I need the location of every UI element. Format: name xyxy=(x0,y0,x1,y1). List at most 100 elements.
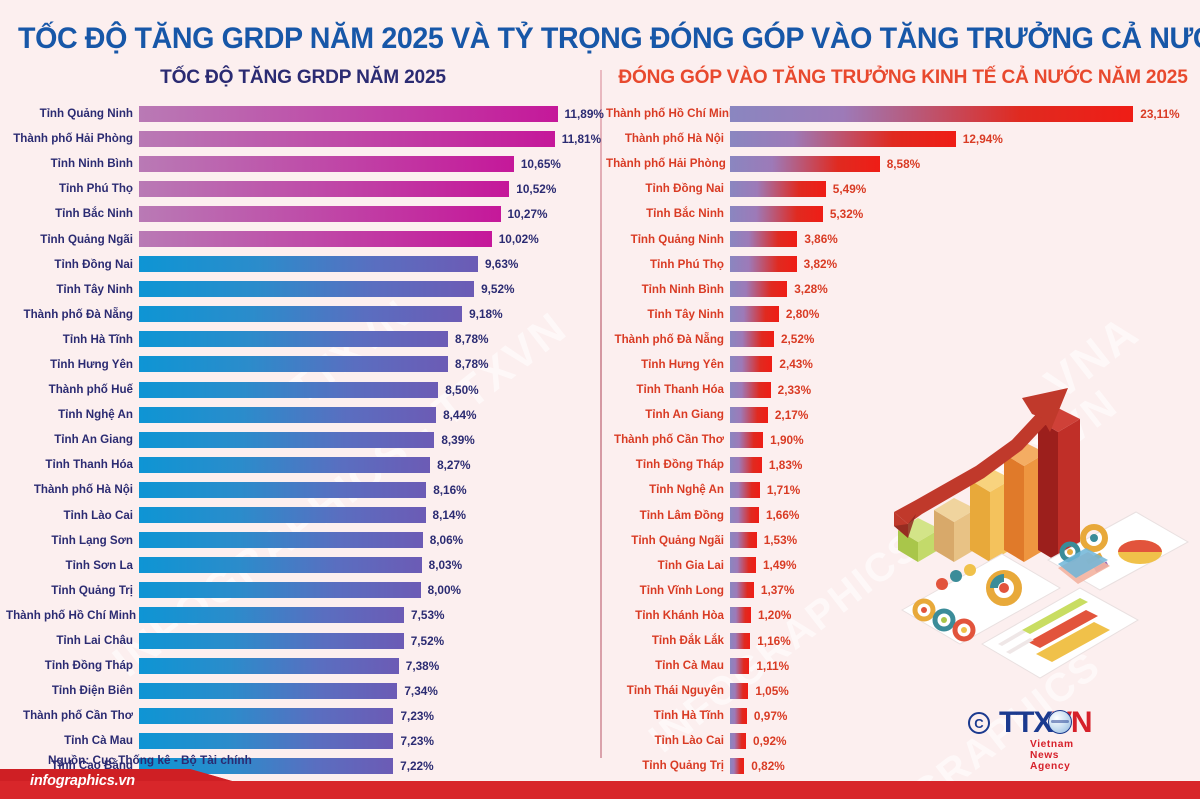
bar-track: 9,63% xyxy=(139,252,600,277)
bar xyxy=(730,306,779,323)
bar xyxy=(139,632,404,649)
bar-label: Thành phố Hà Nội xyxy=(624,132,724,146)
bar xyxy=(730,256,797,273)
bar xyxy=(730,281,788,298)
bar-label: Tỉnh Thanh Hóa xyxy=(636,383,724,397)
bar-track: 2,52% xyxy=(730,327,1200,352)
bar-value: 5,32% xyxy=(829,206,864,221)
bar-label: Tỉnh Tây Ninh xyxy=(56,282,133,296)
bar-row: Tỉnh Thái Nguyên 1,05% xyxy=(606,678,1200,703)
bar xyxy=(139,532,423,549)
bar xyxy=(730,657,750,674)
bar-track: 5,32% xyxy=(730,201,1200,226)
bar-track: 7,23% xyxy=(139,728,600,753)
bar xyxy=(139,155,514,172)
chart-title-right: ĐÓNG GÓP VÀO TĂNG TRƯỞNG KINH TẾ CẢ NƯỚC… xyxy=(618,66,1188,88)
bar-track: 9,52% xyxy=(139,277,600,302)
bar-label: Tỉnh Ninh Bình xyxy=(641,282,724,296)
bar xyxy=(730,607,751,624)
bar xyxy=(730,507,759,524)
bar-row: Tỉnh Ninh Bình 10,65% xyxy=(6,151,600,176)
bar-row: Thành phố Huế 8,50% xyxy=(6,377,600,402)
bar-label: Tỉnh Quảng Ngãi xyxy=(631,533,724,547)
bar-value: 10,27% xyxy=(507,206,548,221)
bar-label: Tỉnh Quảng Trị xyxy=(642,759,724,773)
bar-value: 0,97% xyxy=(753,708,788,723)
bar-track: 10,52% xyxy=(139,176,600,201)
bar xyxy=(139,607,405,624)
bar xyxy=(730,532,757,549)
bar-value: 10,65% xyxy=(520,156,561,171)
bar xyxy=(139,757,394,774)
bar xyxy=(730,356,773,373)
bar-label: Thành phố Đà Nẵng xyxy=(614,332,725,346)
bar-label: Tỉnh Hưng Yên xyxy=(50,357,133,371)
bar-label: Tỉnh Đồng Nai xyxy=(54,257,133,271)
bar-label: Tỉnh Hà Tĩnh xyxy=(62,332,133,346)
bar-track: 2,43% xyxy=(730,352,1200,377)
chart-title-left: TỐC ĐỘ TĂNG GRDP NĂM 2025 xyxy=(160,66,446,88)
bar-value: 1,37% xyxy=(760,583,795,598)
copyright-icon: C xyxy=(968,712,990,734)
bar-value: 0,92% xyxy=(753,733,787,748)
bar-track: 0,92% xyxy=(730,728,1200,753)
bar-label: Thành phố Cần Thơ xyxy=(614,433,724,447)
bar-row: Tỉnh Cà Mau 1,11% xyxy=(606,653,1200,678)
bar-track: 3,82% xyxy=(730,252,1200,277)
bar xyxy=(730,582,754,599)
bar-value: 8,78% xyxy=(455,357,489,372)
bar xyxy=(730,381,771,398)
bar xyxy=(139,205,501,222)
bar xyxy=(139,306,463,323)
bar xyxy=(139,456,431,473)
bar-row: Tỉnh Quảng Ninh 3,86% xyxy=(606,226,1200,251)
bar xyxy=(730,155,880,172)
bar-label: Tỉnh Đồng Tháp xyxy=(635,458,724,472)
bar-track: 10,65% xyxy=(139,151,600,176)
bar xyxy=(139,130,555,147)
bar-label: Tỉnh Cà Mau xyxy=(64,734,133,748)
bar-row: Tỉnh Quảng Trị 8,00% xyxy=(6,578,600,603)
bar-label: Tỉnh Lâm Đồng xyxy=(639,508,724,522)
bar-row: Tỉnh Lào Cai 0,92% xyxy=(606,728,1200,753)
bar-row: Thành phố Hồ Chí Minh 23,11% xyxy=(606,101,1200,126)
bar xyxy=(139,281,475,298)
bar-label: Tỉnh Đồng Tháp xyxy=(44,659,133,673)
bar xyxy=(730,331,774,348)
logo-wordmark: TTXVN xyxy=(999,708,1093,738)
bar-track: 3,86% xyxy=(730,226,1200,251)
bar-list-grdp-growth: Tỉnh Quảng Ninh 11,89% Thành phố Hải Phòng… xyxy=(6,101,604,799)
bar-value: 0,82% xyxy=(751,758,785,773)
bar-row: Tỉnh Phú Thọ 3,82% xyxy=(606,252,1200,277)
bar-value: 7,53% xyxy=(411,608,445,623)
bar-track: 1,90% xyxy=(730,427,1200,452)
bar-row: Tỉnh Ninh Bình 3,28% xyxy=(606,277,1200,302)
bar-track: 23,11% xyxy=(730,101,1200,126)
bar-label: Tỉnh Phú Thọ xyxy=(58,182,133,196)
bar-label: Tỉnh Nghệ An xyxy=(649,483,724,497)
bar-value: 1,49% xyxy=(763,558,797,573)
bar-row: Tỉnh Vĩnh Long 1,37% xyxy=(606,578,1200,603)
bar-label: Tỉnh Tây Ninh xyxy=(647,307,724,321)
bar-track: 1,71% xyxy=(730,477,1200,502)
bar-value: 1,20% xyxy=(757,608,792,623)
bar-value: 7,52% xyxy=(410,633,445,648)
bar-row: Tỉnh Nghệ An 1,71% xyxy=(606,477,1200,502)
bar-track: 1,53% xyxy=(730,528,1200,553)
bar-value: 9,18% xyxy=(469,307,503,322)
bar-value: 9,52% xyxy=(481,282,515,297)
bar-value: 3,82% xyxy=(803,257,838,272)
bar-label: Thành phố Hải Phòng xyxy=(13,132,133,146)
bar-row: Tỉnh Phú Thọ 10,52% xyxy=(6,176,600,201)
bar-track: 2,80% xyxy=(730,302,1200,327)
bar-track: 8,14% xyxy=(139,503,600,528)
bar-row: Tỉnh Lạng Sơn 8,06% xyxy=(6,528,600,553)
bar-label: Thành phố Hải Phòng xyxy=(606,157,726,171)
bar-track: 8,00% xyxy=(139,578,600,603)
bar-row: Tỉnh An Giang 8,39% xyxy=(6,427,600,452)
bar-track: 10,02% xyxy=(139,226,600,251)
bar xyxy=(139,231,492,248)
bar-value: 7,34% xyxy=(404,683,438,698)
bar-label: Tỉnh An Giang xyxy=(645,408,724,422)
bar xyxy=(730,732,747,749)
